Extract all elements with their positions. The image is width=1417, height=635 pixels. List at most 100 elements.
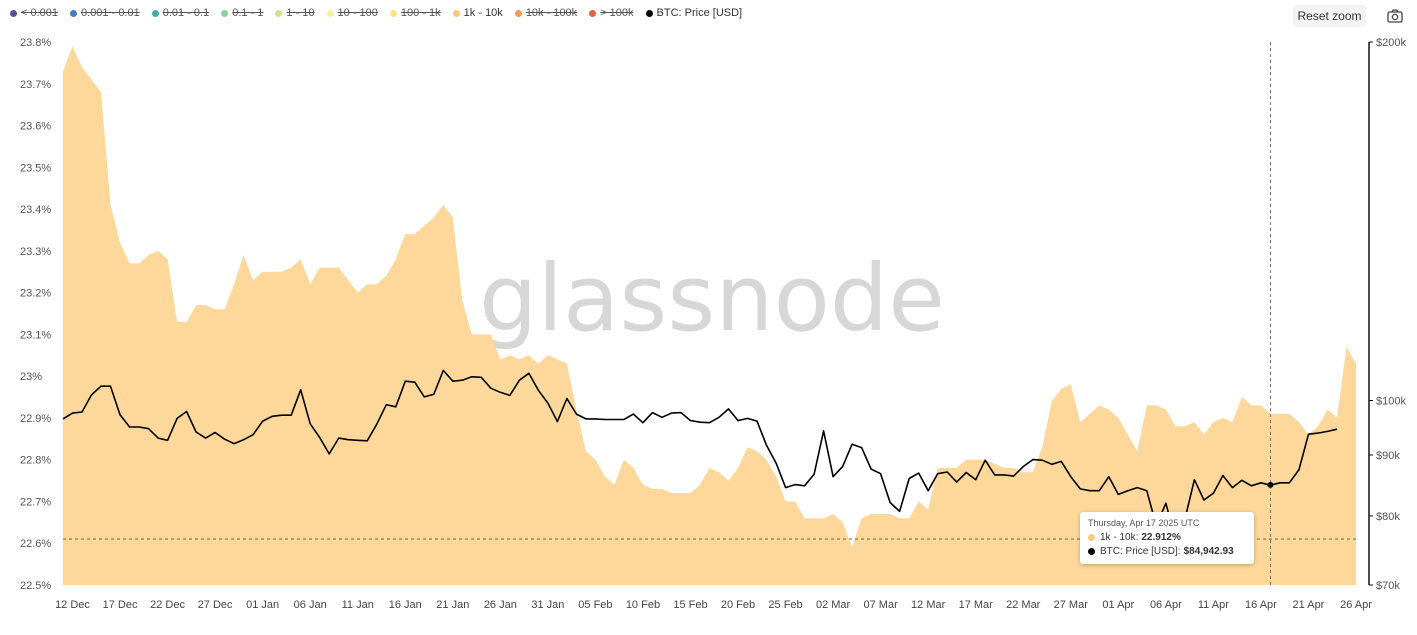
legend-dot-icon: [151, 9, 159, 17]
chart-legend: < 0.001 0.001 - 0.01 0.01 - 0.1 0.1 - 1 1 - …: [10, 4, 754, 22]
x-tick-label: 05 Feb: [578, 599, 612, 611]
tooltip-series2-value: $84,942.93: [1183, 546, 1234, 557]
x-tick-label: 26 Apr: [1340, 599, 1372, 611]
y-axis-left: 22.5% 22.6% 22.7% 22.8% 22.9% 23% 23.1% 23.2% 23…: [20, 37, 51, 592]
series-area-1k-10k: [63, 46, 1356, 585]
x-tick-label: 31 Jan: [531, 599, 564, 611]
x-tick-label: 22 Mar: [1006, 599, 1041, 611]
legend-item-1[interactable]: 0.001 - 0.01: [70, 7, 140, 19]
y-right-tick-label: $80k: [1376, 511, 1400, 523]
tooltip-series1-value: 22.912%: [1141, 532, 1181, 543]
legend-label: 1k - 10k: [463, 7, 503, 19]
x-tick-label: 06 Jan: [294, 599, 327, 611]
legend-item-4[interactable]: 1 - 10: [275, 7, 315, 19]
legend-dot-icon: [221, 9, 229, 17]
x-tick-label: 17 Mar: [959, 599, 994, 611]
legend-label: 0.1 - 1: [232, 7, 264, 19]
x-tick-label: 11 Jan: [342, 599, 374, 611]
x-tick-label: 21 Jan: [436, 599, 469, 611]
x-tick-label: 01 Apr: [1102, 599, 1134, 611]
y-right-tick-label: $70k: [1376, 580, 1400, 592]
y-right-tick-label: $200k: [1376, 37, 1406, 49]
legend-dot-icon: [10, 9, 17, 17]
line-path-btc-price: [62, 369, 1338, 541]
y-left-tick-label: 22.9%: [20, 413, 51, 425]
legend-item-3[interactable]: 0.1 - 1: [221, 7, 263, 19]
y-left-tick-label: 23.6%: [20, 121, 51, 133]
tooltip-series1-label: 1k - 10k:: [1100, 532, 1139, 543]
tooltip-row-series1: 1k - 10k: 22.912%: [1088, 532, 1181, 543]
y-left-tick-label: 22.8%: [20, 455, 51, 467]
y-left-tick-label: 23.8%: [20, 37, 51, 49]
legend-dot-icon: [326, 9, 334, 17]
y-left-tick-label: 23%: [20, 371, 42, 383]
x-tick-label: 25 Feb: [768, 599, 802, 611]
legend-item-8[interactable]: 10k - 100k: [514, 7, 578, 19]
legend-label: 0.001 - 0.01: [81, 7, 140, 19]
legend-label: 0.01 - 0.1: [162, 7, 210, 19]
legend-dot-icon: [389, 9, 397, 17]
legend-dot-icon: [275, 9, 283, 17]
legend-dot-icon: [452, 9, 460, 17]
legend-dot-icon: [645, 9, 653, 17]
y-left-tick-label: 22.7%: [20, 496, 51, 508]
y-axis-right: $70k $80k $90k $100k $200k: [1368, 37, 1406, 592]
y-right-tick-label: $90k: [1376, 450, 1400, 462]
legend-item-0[interactable]: < 0.001: [10, 7, 58, 19]
hover-tooltip: Thursday, Apr 17 2025 UTC 1k - 10k: 22.9…: [1080, 512, 1254, 564]
x-tick-label: 02 Mar: [816, 599, 851, 611]
x-tick-label: 17 Dec: [103, 599, 138, 611]
x-tick-label: 27 Dec: [198, 599, 233, 611]
y-left-tick-label: 22.5%: [20, 580, 51, 592]
legend-item-10[interactable]: BTC: Price [USD]: [645, 7, 743, 19]
y-right-tick-label: $100k: [1376, 396, 1406, 408]
legend-item-6[interactable]: 100 - 1k: [389, 7, 441, 19]
x-tick-label: 12 Mar: [911, 599, 946, 611]
x-tick-label: 21 Apr: [1293, 599, 1325, 611]
legend-dot-icon: [589, 9, 597, 17]
x-tick-label: 27 Mar: [1054, 599, 1089, 611]
camera-icon[interactable]: [1386, 7, 1404, 25]
hover-point: [1267, 481, 1274, 488]
legend-item-9[interactable]: > 100k: [589, 7, 634, 19]
x-tick-label: 12 Dec: [55, 599, 90, 611]
legend-label: 10k - 100k: [525, 7, 578, 19]
y-left-tick-label: 23.2%: [20, 288, 51, 300]
legend-item-2[interactable]: 0.01 - 0.1: [151, 7, 210, 19]
x-tick-label: 10 Feb: [626, 599, 660, 611]
legend-item-5[interactable]: 10 - 100: [326, 7, 378, 19]
x-tick-label: 15 Feb: [673, 599, 707, 611]
y-left-tick-label: 23.4%: [20, 204, 51, 216]
x-tick-label: 01 Jan: [246, 599, 279, 611]
legend-label: BTC: Price [USD]: [656, 7, 743, 19]
watermark-text: glassnode: [479, 245, 945, 352]
series-line-btc-price: [62, 369, 1338, 541]
legend-label: 1 - 10: [286, 7, 315, 19]
crosshair: [63, 42, 1356, 585]
x-tick-label: 22 Dec: [150, 599, 185, 611]
x-tick-label: 20 Feb: [721, 599, 755, 611]
tooltip-row-series2: BTC: Price [USD]: $84,942.93: [1088, 546, 1234, 557]
tooltip-series2-label: BTC: Price [USD]:: [1100, 546, 1181, 557]
x-tick-label: 07 Mar: [864, 599, 899, 611]
legend-dot-icon: [514, 9, 522, 17]
x-tick-label: 06 Apr: [1150, 599, 1182, 611]
legend-label: 10 - 100: [337, 7, 378, 19]
tooltip-date: Thursday, Apr 17 2025 UTC: [1088, 518, 1200, 528]
legend-item-7[interactable]: 1k - 10k: [452, 7, 503, 19]
x-tick-label: 16 Jan: [389, 599, 422, 611]
x-axis: 12 Dec 17 Dec 22 Dec 27 Dec 01 Jan 06 Jan 11 J…: [55, 599, 1372, 611]
series1-dot-icon: [1088, 534, 1095, 541]
legend-label: < 0.001: [21, 7, 59, 19]
x-tick-label: 16 Apr: [1245, 599, 1277, 611]
series2-dot-icon: [1088, 548, 1095, 555]
reset-zoom-button[interactable]: Reset zoom: [1293, 5, 1366, 27]
y-left-tick-label: 23.5%: [20, 162, 51, 174]
area-path-1k-10k: [63, 46, 1356, 585]
y-left-tick-label: 23.3%: [20, 246, 51, 258]
legend-dot-icon: [70, 9, 78, 17]
y-left-tick-label: 22.6%: [20, 538, 51, 550]
y-left-tick-label: 23.7%: [20, 79, 51, 91]
legend-label: > 100k: [600, 7, 634, 19]
